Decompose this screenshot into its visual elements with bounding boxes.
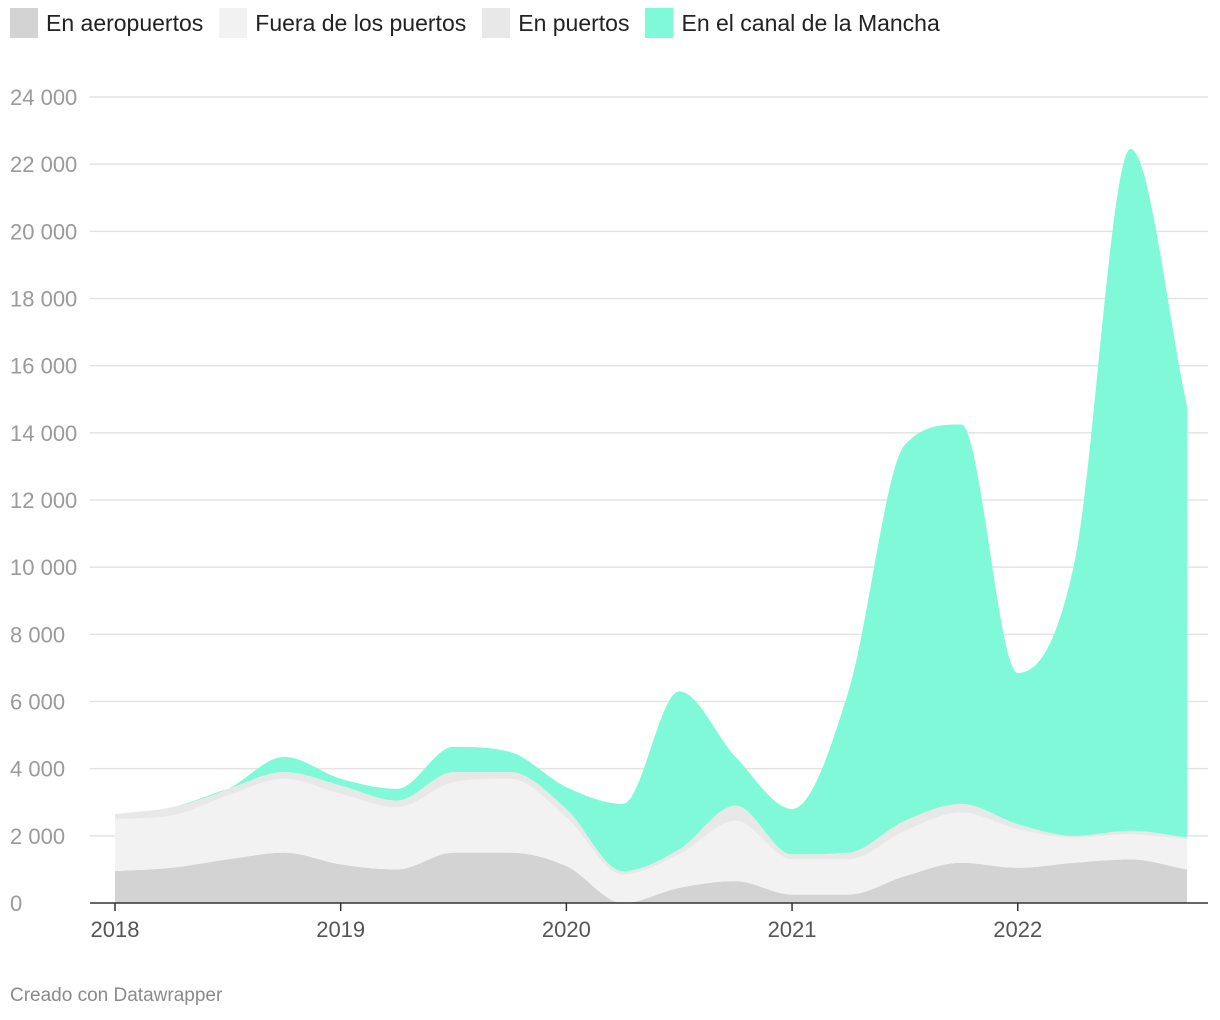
y-tick-label: 2 000 [10, 824, 65, 849]
y-tick-label: 20 000 [10, 219, 77, 244]
legend-label: En aeropuertos [46, 9, 204, 36]
grid-lines: 0 2 000 4 000 6 000 8 000 10 000 12 000 14 000 1… [10, 85, 1208, 916]
legend-swatch [10, 8, 38, 38]
y-tick-label: 14 000 [10, 421, 77, 446]
legend-label: Fuera de los puertos [255, 9, 467, 36]
y-tick-label: 4 000 [10, 757, 65, 782]
y-tick-label: 22 000 [10, 152, 77, 177]
y-tick-label: 0 [10, 891, 22, 916]
x-tick-label: 2020 [542, 917, 591, 942]
y-tick-label: 16 000 [10, 354, 77, 379]
legend-swatch [645, 8, 674, 38]
x-tick-label: 2019 [316, 917, 365, 942]
y-tick-label: 18 000 [10, 287, 77, 312]
x-tick-label: 2018 [91, 917, 140, 942]
y-tick-label: 24 000 [10, 85, 77, 110]
legend-item-en-aeropuertos: En aeropuertos [10, 8, 203, 38]
axes: 2018 2019 2020 2021 2022 [90, 902, 1208, 942]
area-en-el-canal-de-la-mancha [115, 149, 1187, 872]
footer-credit: Creado con Datawrapper [10, 985, 223, 1006]
legend-item-fuera-de-los-puertos: Fuera de los puertos [219, 8, 466, 38]
legend-label: En puertos [518, 9, 630, 36]
legend: En aeropuertos Fuera de los puertos En p… [10, 8, 956, 38]
area-en-aeropuertos [115, 852, 1187, 903]
area-fuera-de-los-puertos [115, 778, 1187, 903]
x-tick-label: 2022 [993, 917, 1042, 942]
y-tick-label: 8 000 [10, 622, 65, 647]
legend-swatch [219, 8, 248, 38]
y-tick-label: 12 000 [10, 488, 77, 513]
legend-label: En el canal de la Mancha [681, 9, 940, 36]
stacked-areas [115, 149, 1187, 903]
y-tick-label: 6 000 [10, 690, 65, 715]
legend-swatch [482, 8, 511, 38]
y-tick-label: 10 000 [10, 555, 77, 580]
x-tick-label: 2021 [768, 917, 817, 942]
legend-item-en-el-canal-de-la-mancha: En el canal de la Mancha [645, 8, 940, 38]
legend-item-en-puertos: En puertos [482, 8, 629, 38]
